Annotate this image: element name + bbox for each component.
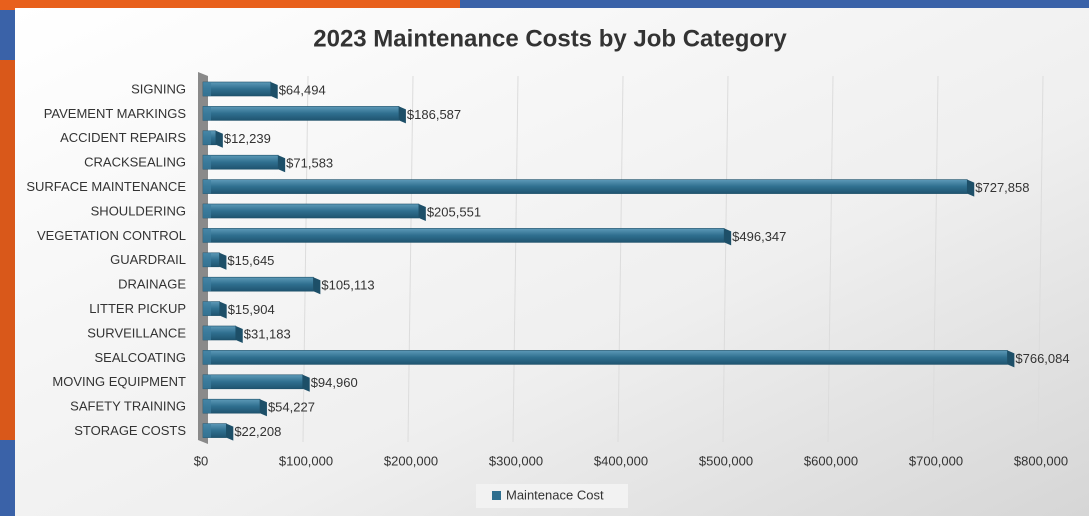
decoration [0,60,15,440]
y-tick-label: ACCIDENT REPAIRS [60,130,186,145]
bar [202,154,279,170]
legend: Maintenace Cost [476,484,628,508]
grid-line [722,75,729,443]
bar-cap [226,423,234,441]
y-tick-label: PAVEMENT MARKINGS [44,106,187,121]
bar-base [203,301,211,316]
data-label: $105,113 [321,278,374,293]
bar-base [203,277,211,292]
data-label: $22,208 [234,424,281,439]
data-label: $15,645 [227,253,274,268]
bar-base [203,252,211,267]
x-tick-label: $700,000 [909,453,963,468]
chart-title: 2023 Maintenance Costs by Job Category [313,25,787,52]
bar-cap [259,399,267,417]
y-tick-label: VEGETATION CONTROL [37,228,186,243]
bar-cap [235,326,243,343]
data-label: $31,183 [244,326,291,341]
bar-cap [278,155,286,173]
legend-box [476,484,628,508]
grid-line [512,75,519,443]
bar-cap [219,252,227,270]
legend-swatch [492,491,501,500]
bar-cap [398,106,406,124]
bar [202,350,1008,365]
bar-base [203,423,211,438]
y-tick-label: CRACKSEALING [84,155,186,170]
bar-base [203,82,211,96]
data-label: $15,904 [228,302,275,317]
y-tick-label: SAFETY TRAINING [70,399,186,414]
bar-cap [418,204,426,221]
bar-cap [302,374,310,392]
y-tick-label: SHOULDERING [91,203,186,218]
bar-base [203,228,211,243]
bar-cap [219,301,227,319]
y-tick-label: SIGNING [131,81,186,96]
bar-base [203,350,211,365]
grid-line [407,75,414,443]
bar-base [203,204,211,218]
x-tick-label: $100,000 [279,453,333,468]
bar-cap [967,179,975,197]
bar-base [203,106,211,121]
bar [202,398,261,414]
y-tick-label: DRAINAGE [118,277,186,292]
data-label: $71,583 [286,156,333,171]
data-label: $186,587 [407,107,461,122]
bar-cap [724,228,732,246]
bar [202,106,400,121]
grid-line [932,75,939,443]
data-label: $94,960 [311,375,358,390]
bar-cap [313,277,321,295]
grid-line [827,75,834,443]
bar [202,203,420,219]
x-tick-label: $300,000 [489,453,543,468]
x-tick-label: $500,000 [699,453,753,468]
grid-line [1037,75,1044,443]
data-label: $727,858 [975,180,1029,195]
data-label: $496,347 [732,229,786,244]
y-tick-label: STORAGE COSTS [74,423,186,438]
bar [202,228,725,243]
legend-label: Maintenace Cost [506,487,604,502]
data-label: $766,084 [1015,351,1069,366]
bar-base [203,399,211,414]
bar [202,374,304,390]
y-tick-label: SURVEILLANCE [87,325,186,340]
bar [202,276,314,292]
y-tick-label: LITTER PICKUP [89,301,186,316]
y-tick-label: SEALCOATING [94,350,186,365]
bar-base [203,326,211,340]
x-tick-label: $800,000 [1014,453,1068,468]
y-tick-label: MOVING EQUIPMENT [52,374,186,389]
plot-panel [15,8,1089,516]
bar-cap [270,82,278,99]
decoration [0,0,460,10]
bar-base [203,155,211,170]
y-tick-label: GUARDRAIL [110,252,186,267]
bar-base [203,374,211,389]
grid-line [617,75,624,443]
bar-cap [215,130,223,148]
data-label: $64,494 [279,82,326,97]
x-tick-label: $600,000 [804,453,858,468]
bar-base [203,130,211,145]
data-label: $205,551 [427,204,481,219]
y-tick-label: SURFACE MAINTENANCE [26,179,186,194]
bar [202,81,272,97]
data-label: $12,239 [224,131,271,146]
x-tick-label: $0 [194,453,208,468]
x-tick-label: $200,000 [384,453,438,468]
x-tick-label: $400,000 [594,453,648,468]
data-label: $54,227 [268,400,315,415]
bar-cap [1007,350,1015,368]
bar [202,179,968,194]
bar-base [203,179,211,194]
